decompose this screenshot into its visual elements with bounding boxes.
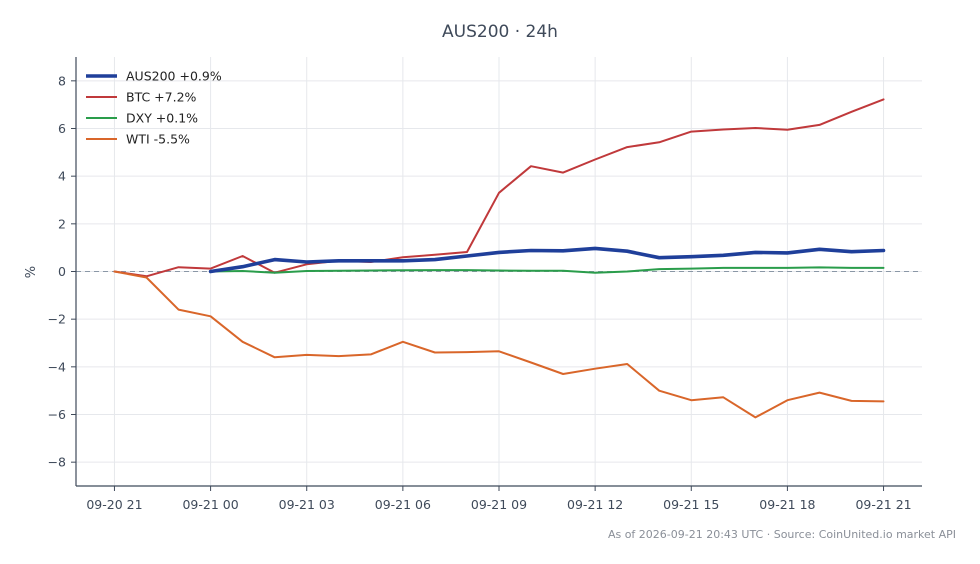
x-tick-label: 09-21 12 xyxy=(567,497,623,512)
legend-label-wti: WTI -5.5% xyxy=(126,132,190,147)
x-tick-label: 09-21 21 xyxy=(855,497,911,512)
x-tick-label: 09-21 18 xyxy=(759,497,815,512)
x-tick-label: 09-21 03 xyxy=(279,497,335,512)
series-line-aus200 xyxy=(208,246,886,274)
y-axis-label: % xyxy=(24,266,39,278)
x-tick-label: 09-20 21 xyxy=(86,497,142,512)
legend-label-aus200: AUS200 +0.9% xyxy=(126,69,222,84)
x-tick-label: 09-21 09 xyxy=(471,497,527,512)
footer-source: As of 2026-09-21 20:43 UTC · Source: Coi… xyxy=(608,528,956,541)
y-tick-label: −4 xyxy=(48,359,66,374)
y-tick-label: −2 xyxy=(48,312,66,327)
y-tick-label: 4 xyxy=(58,169,66,184)
legend: AUS200 +0.9% BTC +7.2% DXY +0.1% WTI -5.5% xyxy=(86,69,222,147)
legend-label-dxy: DXY +0.1% xyxy=(126,111,198,126)
y-axis-ticks: −8 −6 −4 −2 0 2 4 6 8 xyxy=(48,73,76,470)
y-tick-label: 6 xyxy=(58,121,66,136)
series-line-btc xyxy=(113,98,885,278)
y-tick-label: −8 xyxy=(48,455,66,470)
y-tick-label: −6 xyxy=(48,407,66,422)
x-tick-label: 09-21 06 xyxy=(375,497,431,512)
x-tick-label: 09-21 15 xyxy=(663,497,719,512)
x-tick-label: 09-21 00 xyxy=(182,497,238,512)
series-line-wti xyxy=(113,270,885,419)
y-tick-label: 0 xyxy=(58,264,66,279)
series-line-dxy xyxy=(209,266,885,274)
y-tick-label: 8 xyxy=(58,73,66,88)
series-layer xyxy=(113,98,886,419)
x-axis-ticks: 09-20 21 09-21 00 09-21 03 09-21 06 09-21 09… xyxy=(86,486,912,512)
legend-label-btc: BTC +7.2% xyxy=(126,90,197,105)
chart-title: AUS200 · 24h xyxy=(442,22,558,42)
y-tick-label: 2 xyxy=(58,216,66,231)
